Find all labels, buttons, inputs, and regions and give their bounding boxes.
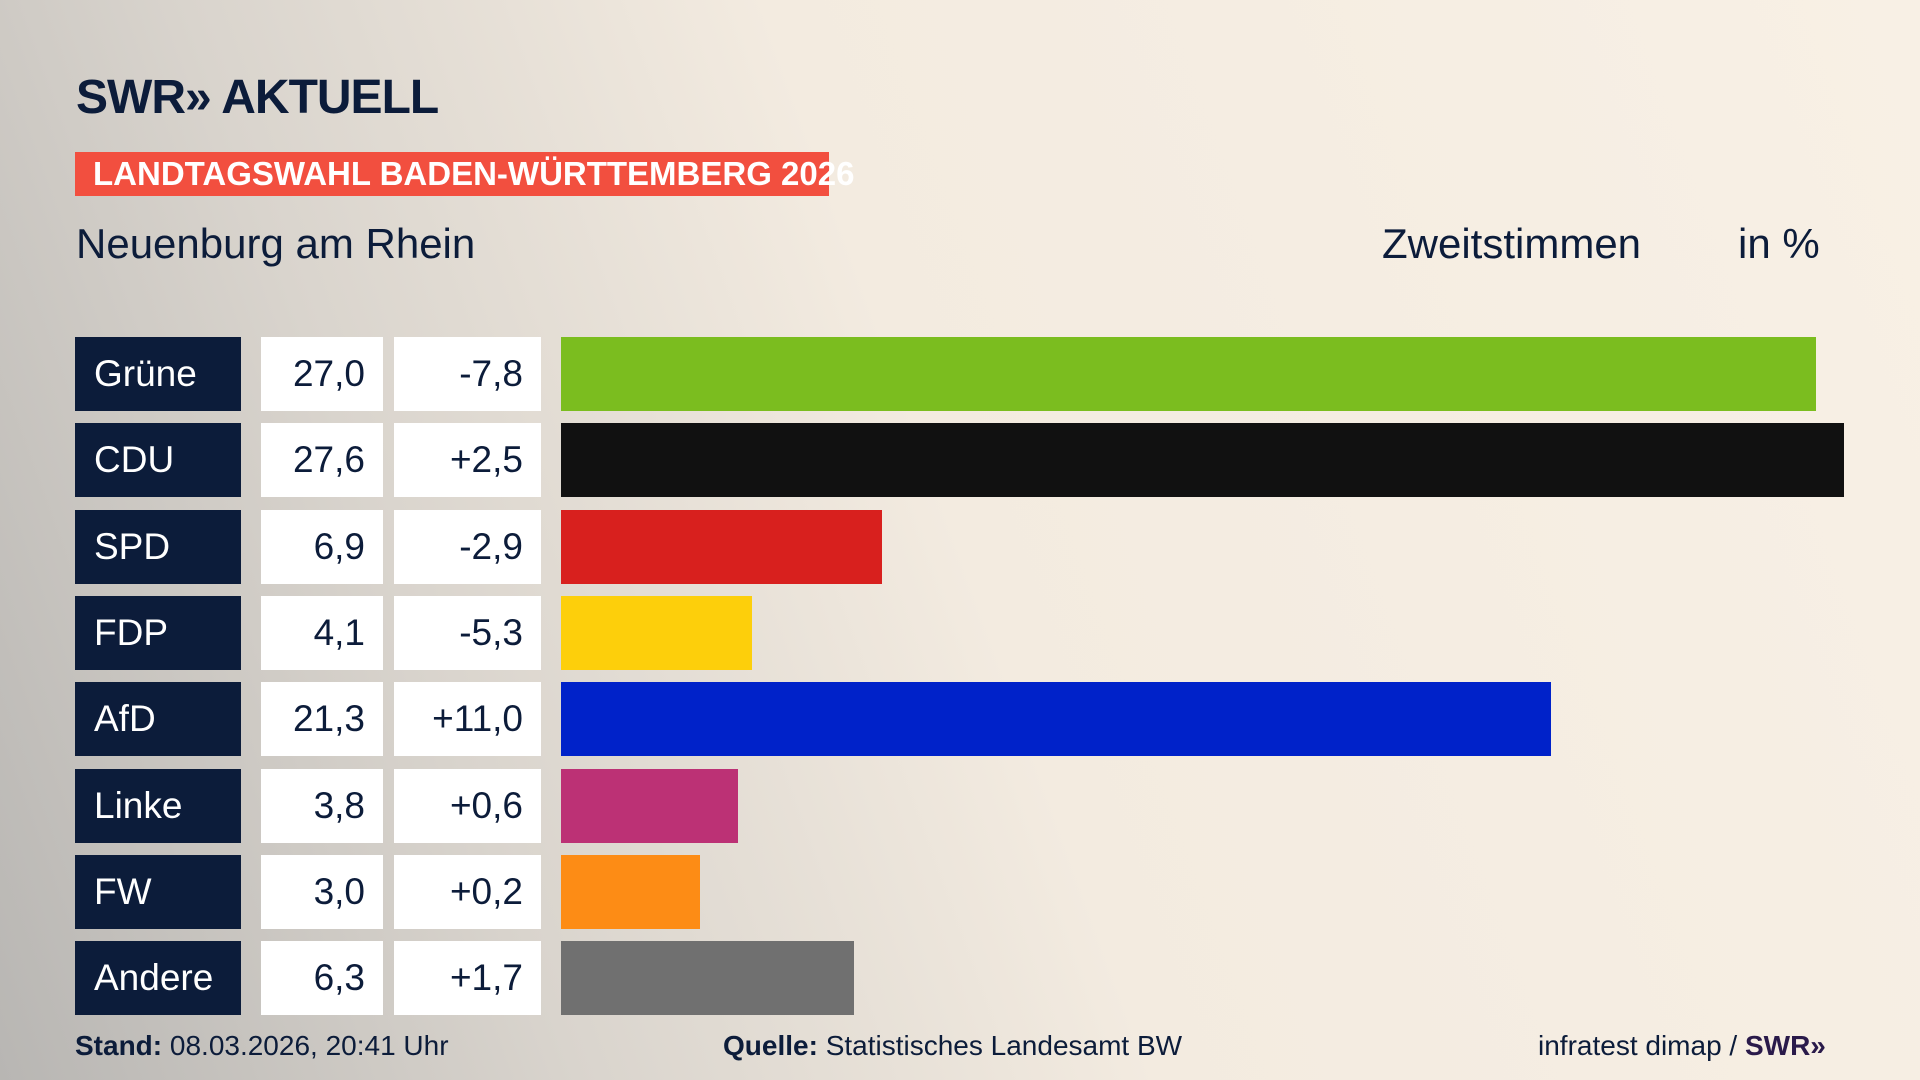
bar-grüne bbox=[561, 337, 1817, 411]
bar-afd bbox=[561, 682, 1552, 757]
vote-change-value: -2,9 bbox=[394, 509, 541, 584]
party-label: Grüne bbox=[75, 337, 241, 411]
bar-fdp bbox=[561, 595, 752, 670]
credit-text: infratest dimap / bbox=[1538, 1030, 1745, 1061]
vote-share-value: 6,9 bbox=[261, 509, 383, 584]
party-label: AfD bbox=[75, 682, 241, 757]
stand-value: 08.03.2026, 20:41 Uhr bbox=[169, 1030, 449, 1061]
stand-label: Stand: bbox=[75, 1030, 163, 1061]
vote-share-value: 3,8 bbox=[261, 768, 383, 843]
party-label: FDP bbox=[75, 595, 241, 670]
vote-share-value: 27,0 bbox=[261, 337, 383, 411]
municipality-title: Neuenburg am Rhein bbox=[76, 220, 476, 267]
swr-aktuell-logo: SWR» AKTUELL bbox=[76, 71, 439, 124]
result-row: CDU 27,6 +2,5 bbox=[0, 423, 1920, 498]
timestamp: Stand: 08.03.2026, 20:41 Uhr bbox=[75, 1030, 449, 1062]
vote-change-value: +11,0 bbox=[394, 682, 541, 757]
party-label: Andere bbox=[75, 941, 241, 1016]
result-row: AfD 21,3 +11,0 bbox=[0, 682, 1920, 757]
vote-share-value: 4,1 bbox=[261, 595, 383, 670]
bar-andere bbox=[561, 941, 854, 1016]
bar-cdu bbox=[561, 423, 1844, 498]
result-row: FW 3,0 +0,2 bbox=[0, 854, 1920, 929]
source: Quelle: Statistisches Landesamt BW bbox=[723, 1030, 1182, 1062]
vote-share-value: 27,6 bbox=[261, 423, 383, 498]
vote-change-value: -7,8 bbox=[394, 337, 541, 411]
bar-linke bbox=[561, 768, 738, 843]
election-banner: LANDTAGSWAHL BADEN-WÜRTTEMBERG 2026 bbox=[75, 152, 854, 196]
source-label: Quelle: bbox=[723, 1030, 818, 1061]
vote-share-value: 21,3 bbox=[261, 682, 383, 757]
result-row: FDP 4,1 -5,3 bbox=[0, 595, 1920, 670]
bar-spd bbox=[561, 509, 882, 584]
result-row: SPD 6,9 -2,9 bbox=[0, 509, 1920, 584]
vote-change-value: +0,2 bbox=[394, 854, 541, 929]
vote-change-value: -5,3 bbox=[394, 595, 541, 670]
result-row: Andere 6,3 +1,7 bbox=[0, 941, 1920, 1016]
bar-fw bbox=[561, 854, 701, 929]
vote-share-value: 3,0 bbox=[261, 854, 383, 929]
result-row: Linke 3,8 +0,6 bbox=[0, 768, 1920, 843]
result-row: Grüne 27,0 -7,8 bbox=[0, 337, 1920, 411]
party-label: FW bbox=[75, 854, 241, 929]
vote-change-value: +2,5 bbox=[394, 423, 541, 498]
credit: infratest dimap / SWR» bbox=[1538, 1030, 1826, 1062]
party-label: Linke bbox=[75, 768, 241, 843]
vote-change-value: +0,6 bbox=[394, 768, 541, 843]
vote-change-value: +1,7 bbox=[394, 941, 541, 1016]
swr-logo-small: SWR» bbox=[1744, 1030, 1826, 1061]
party-label: CDU bbox=[75, 423, 241, 498]
party-label: SPD bbox=[75, 509, 241, 584]
source-value: Statistisches Landesamt BW bbox=[825, 1030, 1183, 1061]
vote-share-value: 6,3 bbox=[261, 941, 383, 1016]
unit-label: in % bbox=[1738, 220, 1820, 267]
vote-type-label: Zweitstimmen bbox=[1382, 220, 1642, 267]
